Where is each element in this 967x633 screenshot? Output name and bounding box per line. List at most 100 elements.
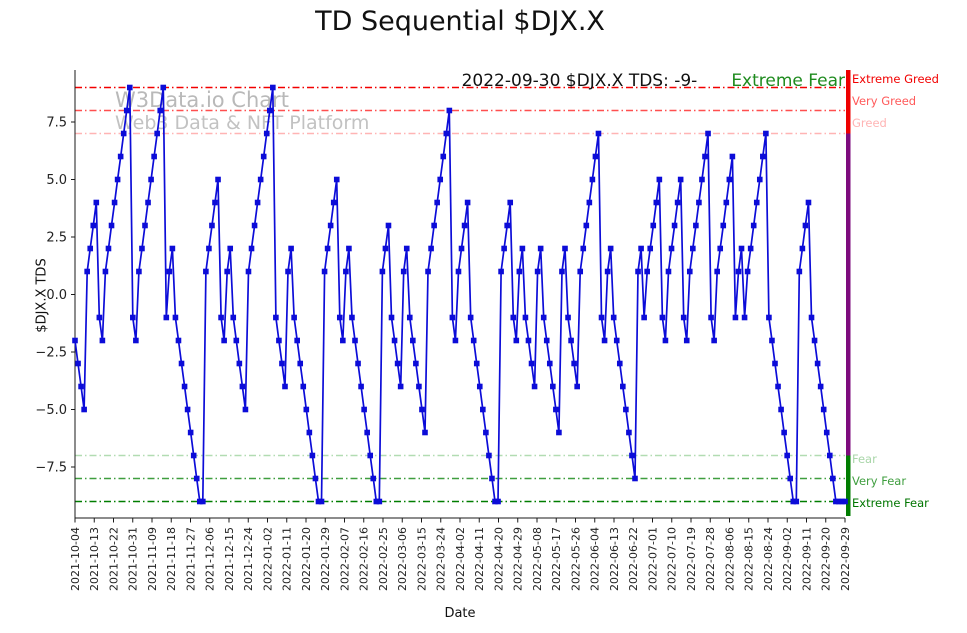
data-point xyxy=(483,429,489,436)
data-point xyxy=(589,176,596,183)
data-point xyxy=(324,245,331,252)
data-point xyxy=(114,176,121,183)
data-point xyxy=(413,360,419,367)
x-axis-label: Date xyxy=(444,606,476,621)
data-point xyxy=(623,406,629,413)
data-point xyxy=(738,245,745,252)
data-point xyxy=(239,383,246,390)
threshold-label-extreme-greed: Extreme Greed xyxy=(852,72,939,86)
data-point xyxy=(516,268,523,275)
data-point xyxy=(376,498,383,505)
data-point xyxy=(151,153,157,160)
data-point xyxy=(671,222,678,229)
data-point xyxy=(294,337,300,344)
data-point xyxy=(577,268,584,275)
x-tick-label: 2022-04-11 xyxy=(473,527,486,591)
data-point xyxy=(766,314,772,321)
annotation-sentiment: Extreme Fear xyxy=(731,71,845,91)
data-point xyxy=(425,268,431,275)
data-point xyxy=(263,130,270,137)
data-point xyxy=(787,475,794,482)
y-axis-label: $DJX.X TDS xyxy=(34,258,50,333)
data-point xyxy=(699,176,705,183)
data-point xyxy=(416,383,422,390)
data-point xyxy=(90,222,97,229)
data-point xyxy=(178,360,185,367)
data-point xyxy=(717,245,724,252)
data-point xyxy=(266,107,273,114)
data-point xyxy=(492,498,498,505)
data-point xyxy=(629,452,635,459)
x-tick-label: 2022-03-06 xyxy=(396,527,409,591)
data-point xyxy=(388,314,395,321)
x-tick-label: 2021-10-22 xyxy=(107,527,120,591)
data-point xyxy=(830,475,836,482)
x-tick-label: 2021-12-06 xyxy=(204,527,217,591)
data-point xyxy=(203,268,209,275)
x-tick-label: 2022-07-28 xyxy=(704,527,717,591)
data-point xyxy=(279,360,285,367)
x-tick-label: 2022-08-06 xyxy=(723,527,736,591)
data-point xyxy=(510,314,517,321)
latest-value-annotation: 2022-09-30 $DJX.X TDS: -9- Extreme Fear xyxy=(462,71,845,91)
data-point xyxy=(686,268,693,275)
data-point xyxy=(723,199,730,206)
data-point xyxy=(105,245,112,252)
data-point xyxy=(181,383,188,390)
data-point xyxy=(528,360,535,367)
data-point xyxy=(251,222,258,229)
sentiment-bar-segment xyxy=(846,455,851,516)
x-tick-label: 2022-04-20 xyxy=(492,527,505,591)
data-point xyxy=(139,245,145,252)
data-point xyxy=(641,314,647,321)
data-point xyxy=(108,222,115,229)
x-tick-label: 2021-11-18 xyxy=(165,527,178,591)
data-point xyxy=(760,153,766,160)
data-point xyxy=(504,222,510,229)
data-point xyxy=(550,383,556,390)
data-point xyxy=(163,314,170,321)
x-tick-label: 2022-03-15 xyxy=(415,527,428,591)
data-point xyxy=(330,199,337,206)
data-point xyxy=(662,337,669,344)
data-point xyxy=(574,383,580,390)
x-tick-label: 2022-05-17 xyxy=(550,527,563,591)
data-point xyxy=(102,268,109,275)
x-tick-label: 2021-11-09 xyxy=(146,527,159,591)
data-point xyxy=(166,268,173,275)
data-point xyxy=(476,383,483,390)
data-point xyxy=(81,406,87,413)
data-point xyxy=(276,337,282,344)
data-point xyxy=(714,268,720,275)
data-point xyxy=(653,199,660,206)
data-point xyxy=(820,406,827,413)
data-point xyxy=(656,176,663,183)
data-point xyxy=(665,268,672,275)
data-point xyxy=(513,337,520,344)
data-point xyxy=(607,245,614,252)
data-point xyxy=(218,314,224,321)
data-point xyxy=(568,337,574,344)
data-point xyxy=(367,452,374,459)
data-point xyxy=(370,475,377,482)
data-point xyxy=(747,245,754,252)
data-point xyxy=(769,337,775,344)
data-point xyxy=(802,222,809,229)
data-point xyxy=(796,268,803,275)
data-point xyxy=(772,360,778,367)
data-point xyxy=(559,268,565,275)
x-tick-label: 2022-09-20 xyxy=(820,527,833,591)
x-tick-label: 2021-10-04 xyxy=(69,527,82,591)
y-tick-label: 7.5 xyxy=(46,116,67,131)
y-tick-label: −2.5 xyxy=(35,346,67,361)
data-point xyxy=(242,406,249,413)
data-point xyxy=(735,268,742,275)
y-tick-label: −7.5 xyxy=(35,461,67,476)
data-point xyxy=(270,84,276,91)
data-point xyxy=(260,153,267,160)
data-point xyxy=(452,337,459,344)
data-point xyxy=(519,245,526,252)
x-tick-label: 2022-01-11 xyxy=(281,527,294,591)
x-tick-label: 2022-07-19 xyxy=(685,527,698,591)
data-point xyxy=(601,337,608,344)
